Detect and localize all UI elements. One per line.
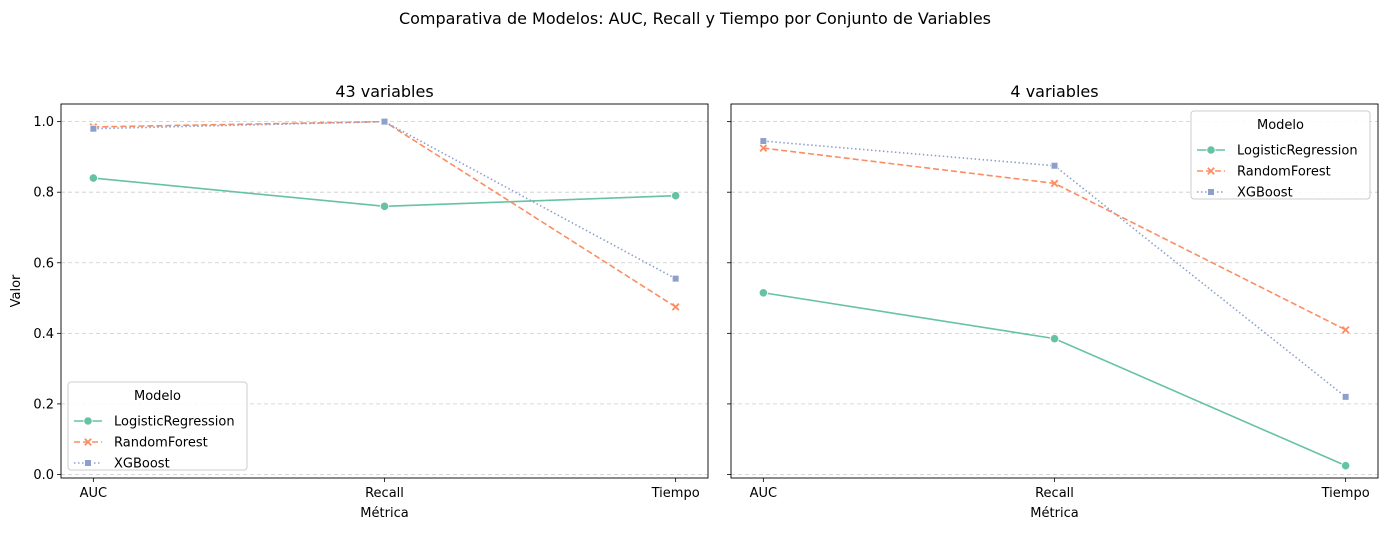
data-point-RandomForest-glyph bbox=[671, 303, 680, 311]
series-line-LogisticRegression bbox=[763, 291, 1346, 467]
data-point-RandomForest bbox=[1341, 325, 1350, 334]
legend-label-XGBoost: XGBoost bbox=[114, 457, 170, 472]
legend-label-RandomForest: RandomForest bbox=[1237, 165, 1331, 180]
legend-marker-XGBoost bbox=[84, 459, 92, 467]
data-point-RandomForest bbox=[1050, 179, 1059, 188]
legend-marker-LogisticRegression bbox=[83, 416, 93, 426]
data-point-LogisticRegression bbox=[379, 201, 390, 211]
y-tick-label: 0.4 bbox=[33, 327, 54, 342]
plot-frame bbox=[730, 103, 1379, 479]
panel-title: 4 variables bbox=[1010, 82, 1098, 101]
data-point-XGBoost bbox=[672, 275, 680, 283]
legend-box bbox=[1190, 110, 1371, 200]
legend-label-LogisticRegression: LogisticRegression bbox=[114, 415, 235, 430]
data-point-LogisticRegression bbox=[1341, 461, 1351, 471]
x-axis-label: Métrica bbox=[1030, 506, 1078, 521]
legend-label-LogisticRegression: LogisticRegression bbox=[1237, 144, 1358, 159]
x-tick-label: Tiempo bbox=[651, 486, 700, 501]
data-point-RandomForest-glyph bbox=[1050, 179, 1059, 188]
legend-marker-RandomForest-glyph bbox=[84, 438, 92, 446]
legend: Modelo LogisticRegression RandomForest XGBo… bbox=[1190, 110, 1371, 201]
figure-suptitle: Comparativa de Modelos: AUC, Recall y Ti… bbox=[399, 9, 991, 28]
legend-marker-XGBoost bbox=[1207, 188, 1215, 196]
legend-marker-LogisticRegression bbox=[1206, 145, 1216, 155]
data-point-LogisticRegression bbox=[758, 288, 768, 298]
y-axis-label: Valor bbox=[9, 274, 24, 307]
y-tick-label: 0.8 bbox=[33, 186, 54, 201]
panel-4-variables: AUC Recall Tiempo 4 variables Métrica Modelo L… bbox=[727, 82, 1379, 521]
series-line-XGBoost bbox=[93, 120, 677, 280]
legend-marker-RandomForest bbox=[84, 438, 92, 446]
data-point-LogisticRegression bbox=[1049, 334, 1060, 344]
data-point-RandomForest-glyph bbox=[759, 144, 768, 152]
data-point-XGBoost bbox=[1050, 162, 1059, 170]
y-tick-label: 0.6 bbox=[33, 256, 54, 271]
x-tick-label: AUC bbox=[80, 486, 108, 501]
panel-43-variables: 0.0 0.2 0.4 0.6 0.8 1.0 AUC Recall Tiempo 43 vari… bbox=[9, 82, 709, 521]
legend: Modelo LogisticRegression RandomForest XGBo… bbox=[67, 381, 248, 472]
data-point-RandomForest bbox=[759, 144, 768, 152]
data-point-LogisticRegression bbox=[671, 191, 681, 201]
legend-marker-RandomForest-glyph bbox=[1207, 167, 1215, 175]
data-point-RandomForest-glyph bbox=[1341, 325, 1350, 334]
data-point-XGBoost bbox=[380, 118, 389, 126]
legend-title: Modelo bbox=[1257, 118, 1304, 133]
x-tick-label: AUC bbox=[750, 486, 778, 501]
legend-marker-RandomForest bbox=[1207, 167, 1215, 175]
y-tick-label: 1.0 bbox=[33, 115, 54, 130]
legend-label-XGBoost: XGBoost bbox=[1237, 186, 1293, 201]
x-tick-label: Recall bbox=[1035, 486, 1074, 501]
legend-label-RandomForest: RandomForest bbox=[114, 436, 208, 451]
data-point-XGBoost bbox=[759, 137, 767, 145]
data-point-RandomForest bbox=[671, 303, 680, 311]
x-tick-label: Tiempo bbox=[1321, 486, 1370, 501]
x-axis-label: Métrica bbox=[360, 506, 408, 521]
panel-title: 43 variables bbox=[335, 82, 433, 101]
legend-title: Modelo bbox=[134, 389, 181, 404]
x-tick-label: Recall bbox=[365, 486, 404, 501]
y-tick-label: 0.0 bbox=[33, 468, 54, 483]
legend-box bbox=[67, 381, 248, 471]
data-point-XGBoost bbox=[89, 125, 97, 133]
data-point-XGBoost bbox=[1342, 393, 1350, 401]
series-line-RandomForest bbox=[93, 120, 677, 308]
data-point-LogisticRegression bbox=[88, 173, 98, 183]
y-tick-label: 0.2 bbox=[33, 397, 54, 412]
plot-frame bbox=[60, 103, 709, 479]
